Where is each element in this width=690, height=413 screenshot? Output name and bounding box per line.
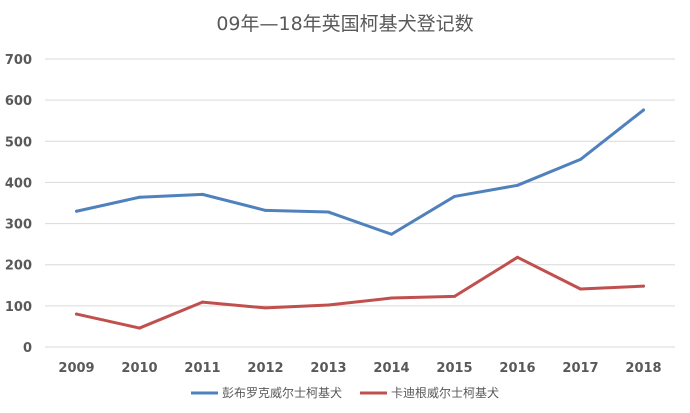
- data-point: [390, 296, 393, 300]
- data-point: [327, 303, 330, 307]
- y-tick-label: 700: [5, 53, 32, 68]
- legend: 彭布罗克威尔士柯基犬 卡迪根威尔士柯基犬: [191, 385, 499, 400]
- x-tick-label: 2013: [310, 361, 346, 376]
- data-point: [138, 195, 141, 199]
- data-point: [201, 192, 204, 196]
- y-tick-label: 500: [5, 135, 32, 150]
- y-tick-label: 100: [5, 300, 32, 315]
- x-tick-label: 2017: [562, 361, 598, 376]
- y-tick-label: 600: [5, 94, 32, 109]
- data-point: [453, 194, 456, 198]
- data-point: [327, 210, 330, 214]
- data-point: [642, 108, 645, 112]
- x-tick-label: 2009: [58, 361, 94, 376]
- data-point: [75, 209, 78, 213]
- series-line-0: [75, 108, 645, 236]
- y-tick-label: 400: [5, 176, 32, 191]
- legend-label-cardigan: 卡迪根威尔士柯基犬: [391, 385, 499, 400]
- x-tick-label: 2010: [121, 361, 157, 376]
- y-tick-label: 300: [5, 218, 32, 233]
- series-lines: [75, 108, 645, 330]
- legend-label-pembroke: 彭布罗克威尔士柯基犬: [222, 385, 342, 400]
- data-point: [201, 300, 204, 304]
- data-point: [579, 157, 582, 161]
- chart-title: 09年—18年英国柯基犬登记数: [216, 13, 473, 35]
- y-tick-label: 0: [23, 341, 32, 356]
- x-tick-label: 2016: [499, 361, 535, 376]
- series-line-1: [75, 255, 645, 330]
- y-tick-label: 200: [5, 259, 32, 274]
- data-point: [642, 284, 645, 288]
- data-point: [75, 312, 78, 316]
- x-tick-label: 2011: [184, 361, 220, 376]
- x-tick-label: 2015: [436, 361, 472, 376]
- x-tick-label: 2014: [373, 361, 409, 376]
- data-point: [264, 306, 267, 310]
- data-point: [579, 287, 582, 291]
- x-axis-ticks: 2009 2010 2011 2012 2013 2014 2015 2016 2017 2018: [58, 361, 661, 376]
- data-point: [264, 208, 267, 212]
- x-tick-label: 2012: [247, 361, 283, 376]
- gridlines: [45, 58, 675, 348]
- data-point: [516, 183, 519, 187]
- data-point: [453, 294, 456, 298]
- data-point: [390, 232, 393, 236]
- data-point: [516, 255, 519, 259]
- data-point: [138, 326, 141, 330]
- y-axis-ticks: 0 100 200 300 400 500 600 700: [5, 53, 32, 356]
- x-tick-label: 2018: [625, 361, 661, 376]
